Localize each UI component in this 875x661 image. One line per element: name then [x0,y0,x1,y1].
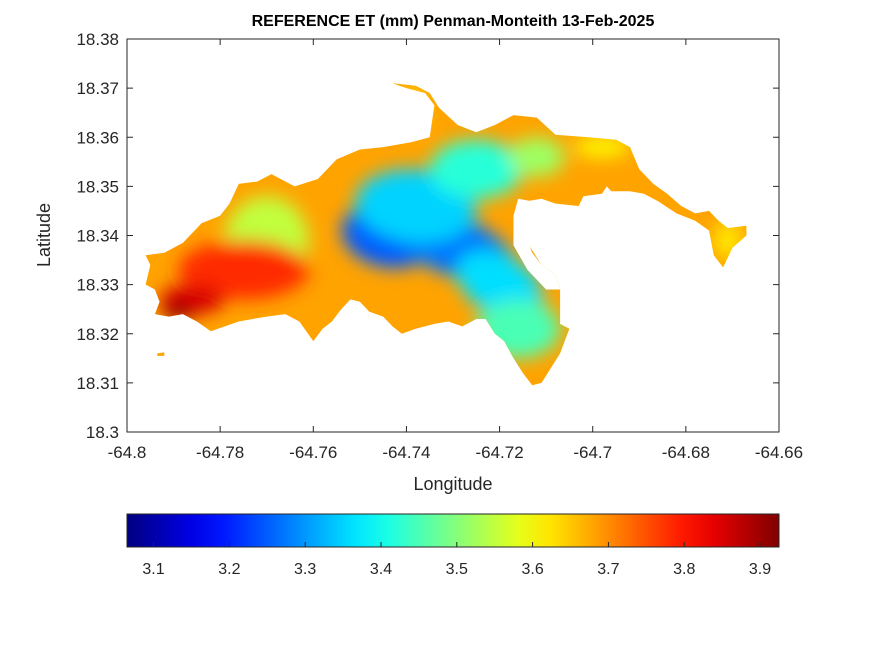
y-tick-label: 18.38 [76,30,119,49]
x-tick-label: -64.72 [475,443,523,462]
y-tick-label: 18.36 [76,128,119,147]
chart-title: REFERENCE ET (mm) Penman-Monteith 13-Feb… [252,13,655,30]
x-axis: -64.8 -64.78 -64.76 -64.74 -64.72 -64.7 -64.68… [108,39,803,462]
colorbar-tick-label: 3.5 [446,561,468,578]
x-tick-label: -64.76 [289,443,337,462]
y-tick-label: 18.37 [76,79,119,98]
y-axis-label: Latitude [34,203,54,267]
x-axis-label: Longitude [413,474,492,494]
x-tick-label: -64.74 [382,443,430,462]
colorbar-tick-label: 3.3 [294,561,316,578]
heat-cell [429,139,523,199]
y-tick-label: 18.34 [76,227,119,246]
x-tick-label: -64.78 [196,443,244,462]
y-tick-label: 18.3 [86,423,119,442]
colorbar-tick-label: 3.8 [673,561,695,578]
y-axis: 18.3 18.31 18.32 18.33 18.34 18.35 18.36 18.37 1… [76,30,779,442]
heat-cell [574,137,630,157]
y-tick-label: 18.33 [76,276,119,295]
colorbar-tick-label: 3.6 [521,561,543,578]
x-tick-label: -64.8 [108,443,147,462]
colorbar-tick-label: 3.1 [142,561,164,578]
colorbar-tick-label: 3.4 [370,561,392,578]
colorbar [126,513,780,548]
x-tick-label: -64.66 [755,443,803,462]
colorbar-tick-label: 3.7 [597,561,619,578]
heat-cell [508,137,565,177]
x-tick-label: -64.7 [573,443,612,462]
colorbar-tick-label: 3.9 [749,561,771,578]
heat-cell [178,240,309,300]
y-tick-label: 18.32 [76,325,119,344]
x-tick-label: -64.68 [662,443,710,462]
colorbar-tick-label: 3.2 [218,561,240,578]
inlet-water [513,198,561,290]
colorbar-ticks: 3.1 3.2 3.3 3.4 3.5 3.6 3.7 3.8 3.9 [142,542,771,578]
y-tick-label: 18.31 [76,374,119,393]
y-tick-label: 18.35 [76,177,119,196]
